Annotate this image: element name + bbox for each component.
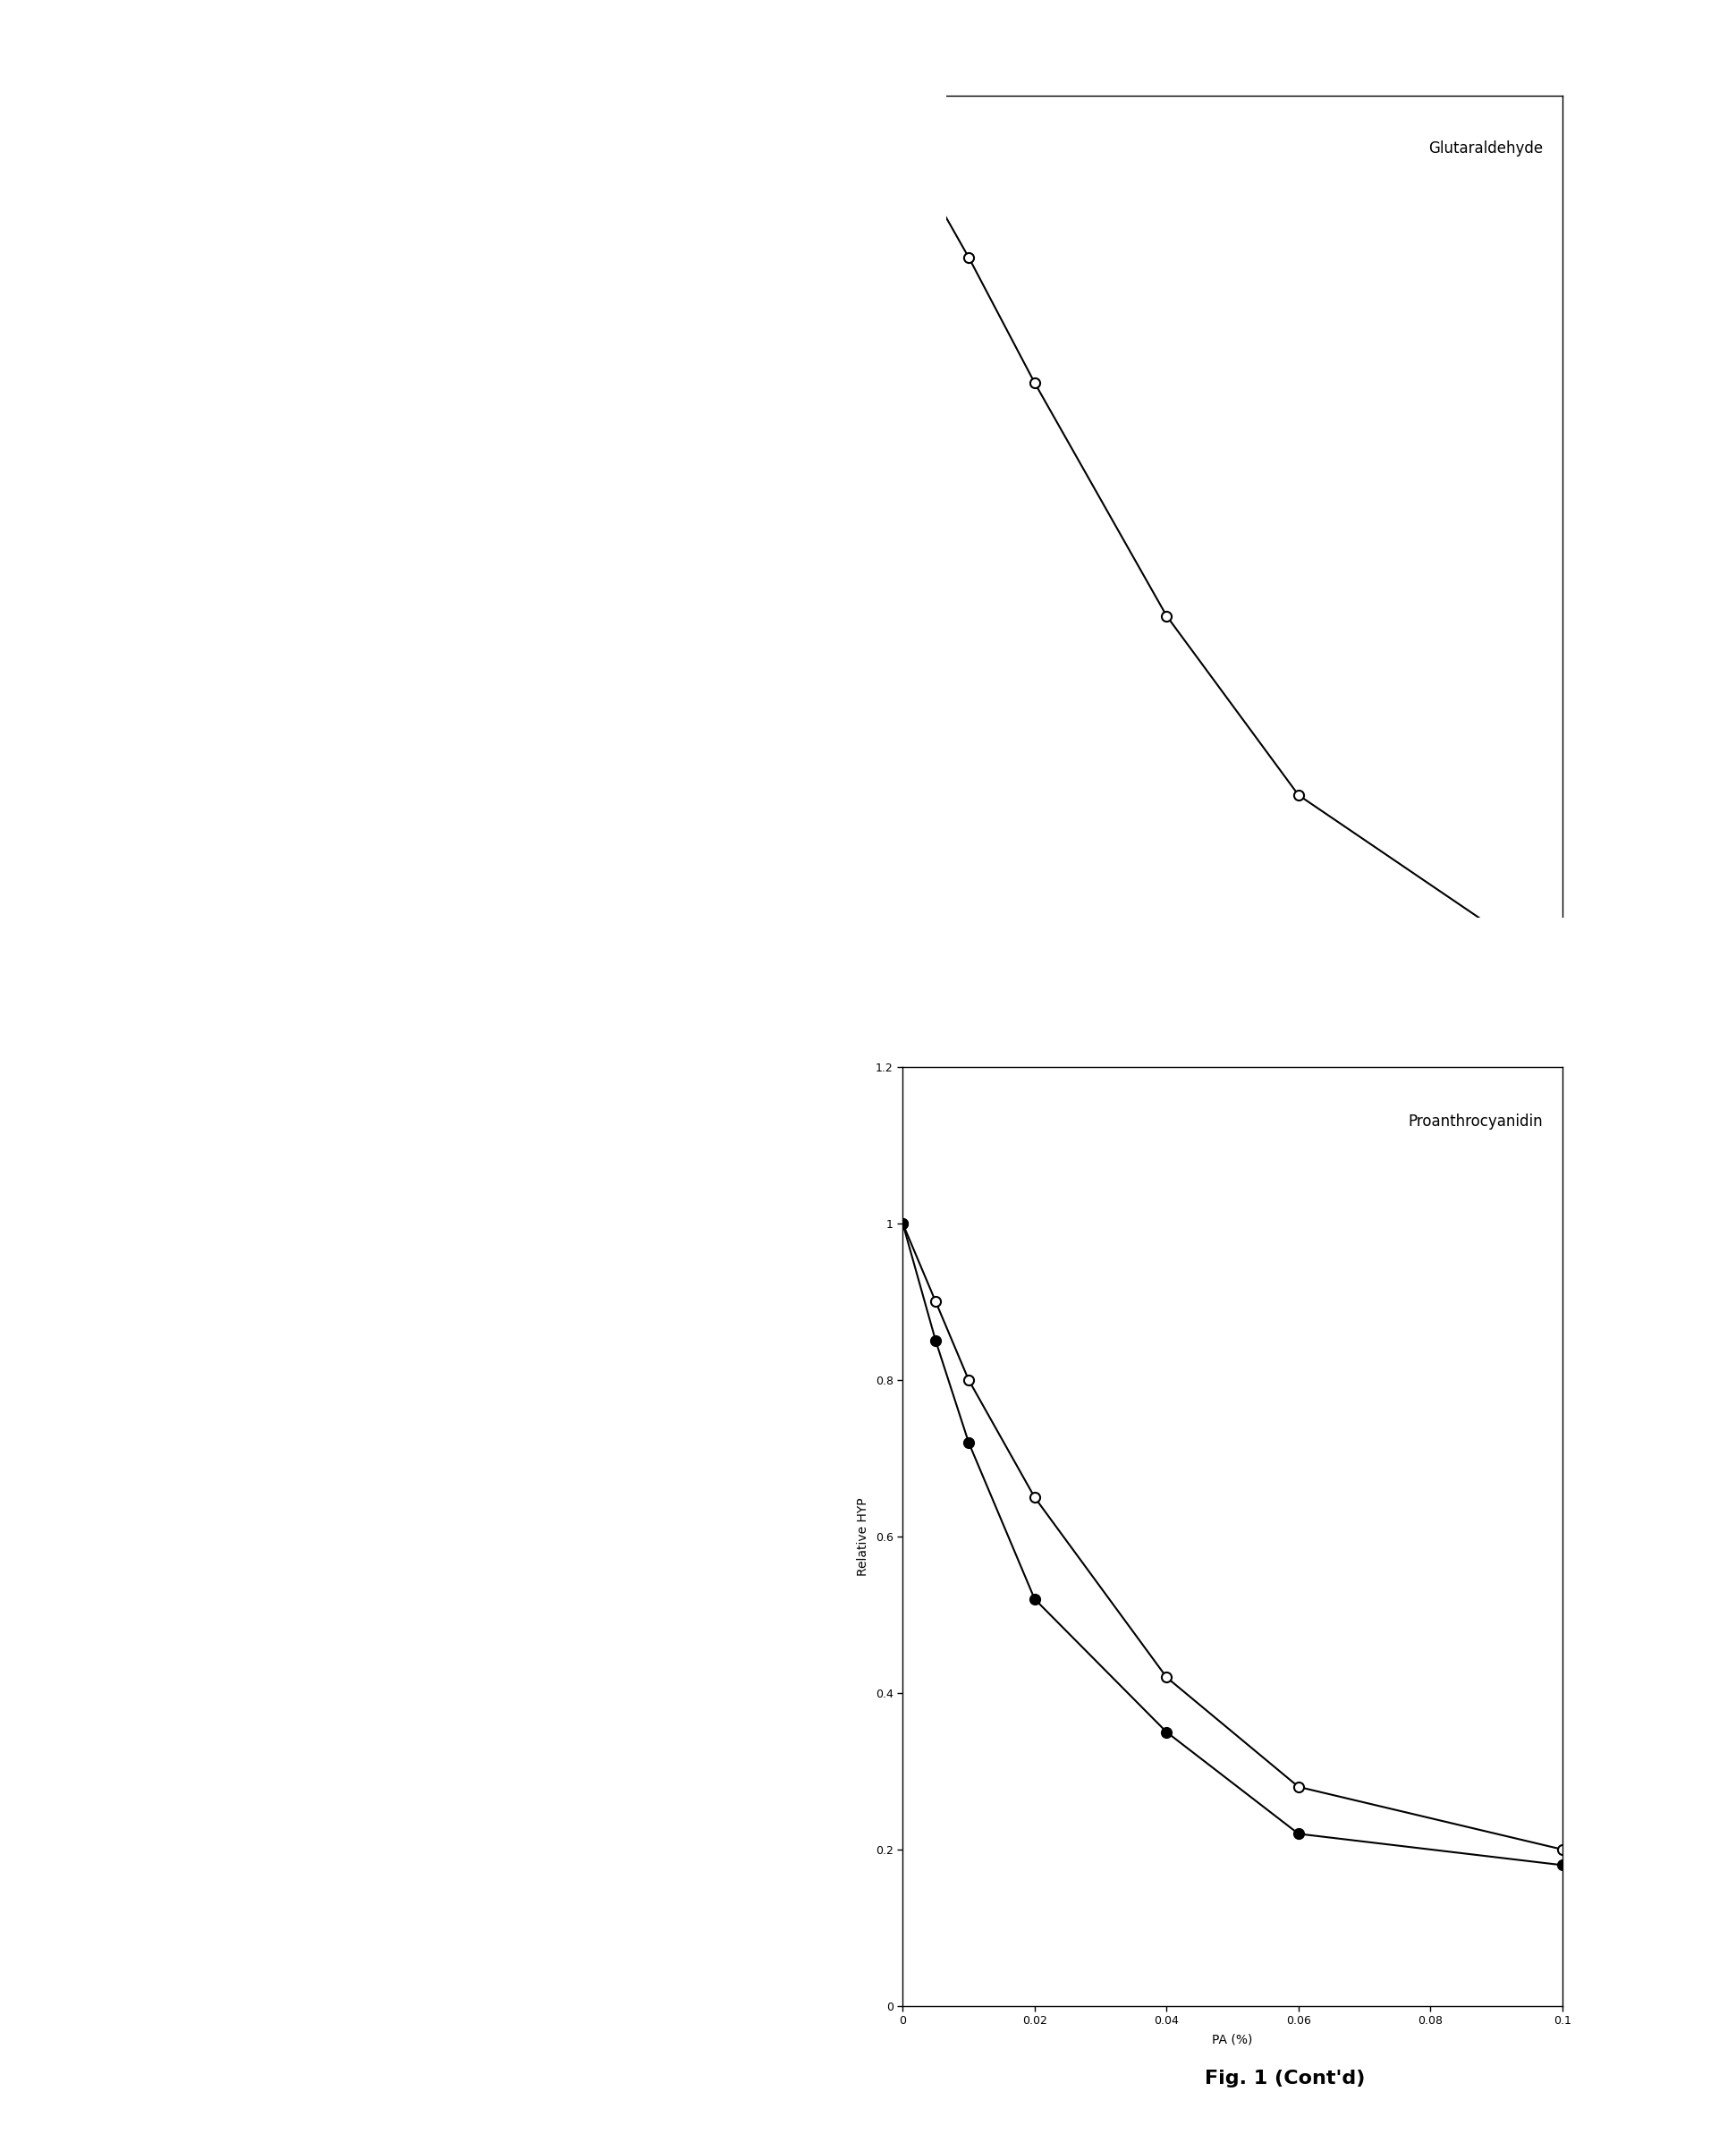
Y-axis label: Relative HYP: Relative HYP [24,1498,36,1575]
Text: Fig. 1 (Cont'd): Fig. 1 (Cont'd) [1205,2070,1364,2087]
X-axis label: PA (%): PA (%) [1212,2034,1253,2047]
Y-axis label: Relative HYP: Relative HYP [24,506,36,583]
Text: Proanthrocyanidin: Proanthrocyanidin [1408,1114,1543,1131]
X-axis label: GA (mM): GA (mM) [1205,1020,1260,1033]
Y-axis label: Relative HYP: Relative HYP [858,506,870,583]
X-axis label: [MG] (mM): [MG] (mM) [427,2034,493,2047]
Text: TGase: TGase [781,141,826,158]
Text: Methylglyoxal: Methylglyoxal [724,1114,826,1131]
X-axis label: [TGase] (U/ml): [TGase] (U/ml) [415,1020,505,1033]
Y-axis label: Relative HYP: Relative HYP [858,1498,870,1575]
Text: Glutaraldehyde: Glutaraldehyde [1429,141,1543,158]
